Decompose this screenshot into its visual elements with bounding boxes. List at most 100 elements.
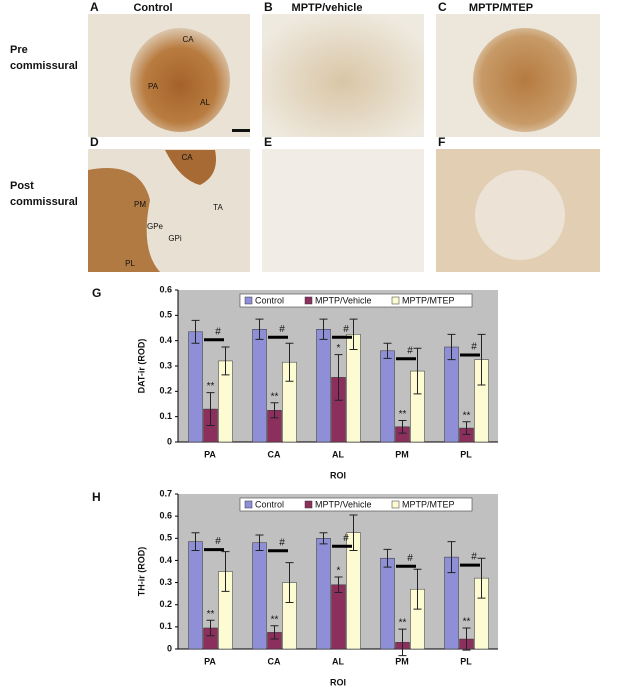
comparison-label: #: [471, 342, 477, 353]
significance: **: [463, 410, 471, 421]
error-bar: [413, 347, 422, 395]
region-label: PL: [125, 259, 135, 268]
error-bar: [191, 319, 200, 344]
photo: [262, 149, 424, 272]
y-tick-label: 0.6: [159, 284, 172, 294]
bar: [380, 557, 395, 650]
panel-letter: D: [90, 135, 99, 149]
error-bar: [447, 541, 456, 574]
x-tick-label: AL: [332, 656, 344, 666]
comparison-label: #: [471, 552, 477, 563]
legend-label: MPTP/MTEP: [402, 295, 455, 305]
error-bar: [319, 532, 328, 545]
error-bar: [447, 333, 456, 361]
region-label: CA: [181, 153, 193, 162]
region-label: CA: [182, 35, 194, 44]
error-bar: [462, 421, 471, 435]
error-bar: [285, 342, 294, 382]
x-tick-label: CA: [268, 449, 281, 459]
x-tick-label: PL: [460, 656, 472, 666]
y-tick-label: 0.1: [159, 621, 172, 631]
y-tick-label: 0.4: [159, 555, 172, 565]
y-tick-label: 0: [167, 436, 172, 446]
error-bar: [206, 619, 215, 637]
significance: **: [271, 391, 279, 402]
y-tick-label: 0.2: [159, 599, 172, 609]
error-bar: [413, 568, 422, 610]
region-label: PA: [148, 82, 159, 91]
error-bar: [383, 342, 392, 359]
comparison-label: #: [215, 536, 221, 547]
error-bar: [255, 318, 264, 340]
bar: [444, 346, 459, 443]
panel-letter: G: [92, 286, 101, 300]
error-bar: [398, 419, 407, 434]
region-label: PM: [134, 200, 146, 209]
bar: [188, 331, 203, 443]
x-tick-label: PM: [395, 449, 409, 459]
comparison-label: #: [407, 345, 413, 356]
y-axis-label: TH-ir (ROD): [136, 547, 146, 597]
x-tick-label: AL: [332, 449, 344, 459]
bar: [252, 329, 267, 443]
error-bar: [462, 627, 471, 651]
significance: **: [207, 609, 215, 620]
region-label: TA: [213, 203, 223, 212]
error-bar: [477, 333, 486, 386]
bar: [252, 542, 267, 650]
bar: [346, 334, 361, 443]
error-bar: [255, 534, 264, 551]
legend-swatch: [244, 296, 253, 305]
comparison-label: #: [279, 324, 285, 335]
error-bar: [319, 318, 328, 340]
bar: [316, 329, 331, 443]
photo-stain: [130, 28, 230, 132]
panel-letter: B: [264, 0, 273, 14]
legend: [239, 293, 473, 308]
y-tick-label: 0.5: [159, 533, 172, 543]
x-axis-label: ROI: [330, 677, 346, 687]
y-tick-label: 0.2: [159, 386, 172, 396]
panel-letter: E: [264, 135, 272, 149]
error-bar: [398, 628, 407, 657]
photo-stain: [473, 28, 577, 132]
y-tick-label: 0.6: [159, 511, 172, 521]
error-bar: [206, 392, 215, 427]
legend-swatch: [391, 500, 400, 509]
panel-title: Control: [133, 2, 172, 14]
y-axis-label: DAT-ir (ROD): [136, 339, 146, 394]
comparison-label: #: [343, 533, 349, 544]
error-bar: [285, 562, 294, 603]
x-axis-label: ROI: [330, 470, 346, 480]
row-label: commissural: [10, 196, 78, 208]
significance: *: [337, 343, 341, 354]
error-bar: [334, 354, 343, 401]
error-bar: [349, 318, 358, 351]
legend-swatch: [304, 296, 313, 305]
error-bar: [191, 532, 200, 551]
panel-title: MPTP/MTEP: [469, 2, 533, 14]
photo-stain: [88, 168, 160, 272]
x-tick-label: PM: [395, 656, 409, 666]
significance: **: [207, 381, 215, 392]
bar: [331, 584, 346, 650]
row-label: commissural: [10, 60, 78, 72]
panel-title: MPTP/vehicle: [292, 2, 363, 14]
significance: *: [337, 566, 341, 577]
error-bar: [477, 557, 486, 599]
significance: **: [399, 618, 407, 629]
error-bar: [383, 548, 392, 568]
error-bar: [334, 576, 343, 594]
photo-stain: [475, 170, 565, 260]
region-label: AL: [200, 98, 210, 107]
y-tick-label: 0.3: [159, 360, 172, 370]
x-tick-label: PA: [204, 656, 216, 666]
panel-letter: F: [438, 135, 445, 149]
error-bar: [349, 514, 358, 551]
y-tick-label: 0.3: [159, 577, 172, 587]
legend-label: MPTP/Vehicle: [315, 499, 372, 509]
y-tick-label: 0: [167, 643, 172, 653]
error-bar: [221, 551, 230, 592]
